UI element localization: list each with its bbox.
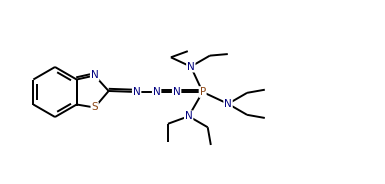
Text: S: S	[91, 102, 98, 112]
Text: N: N	[187, 62, 195, 72]
Text: N: N	[91, 70, 99, 81]
Text: N: N	[173, 87, 181, 97]
Text: N: N	[153, 87, 161, 97]
Text: P: P	[199, 87, 206, 97]
Text: N: N	[133, 87, 141, 97]
Text: N: N	[185, 111, 192, 121]
Text: N: N	[224, 99, 232, 109]
